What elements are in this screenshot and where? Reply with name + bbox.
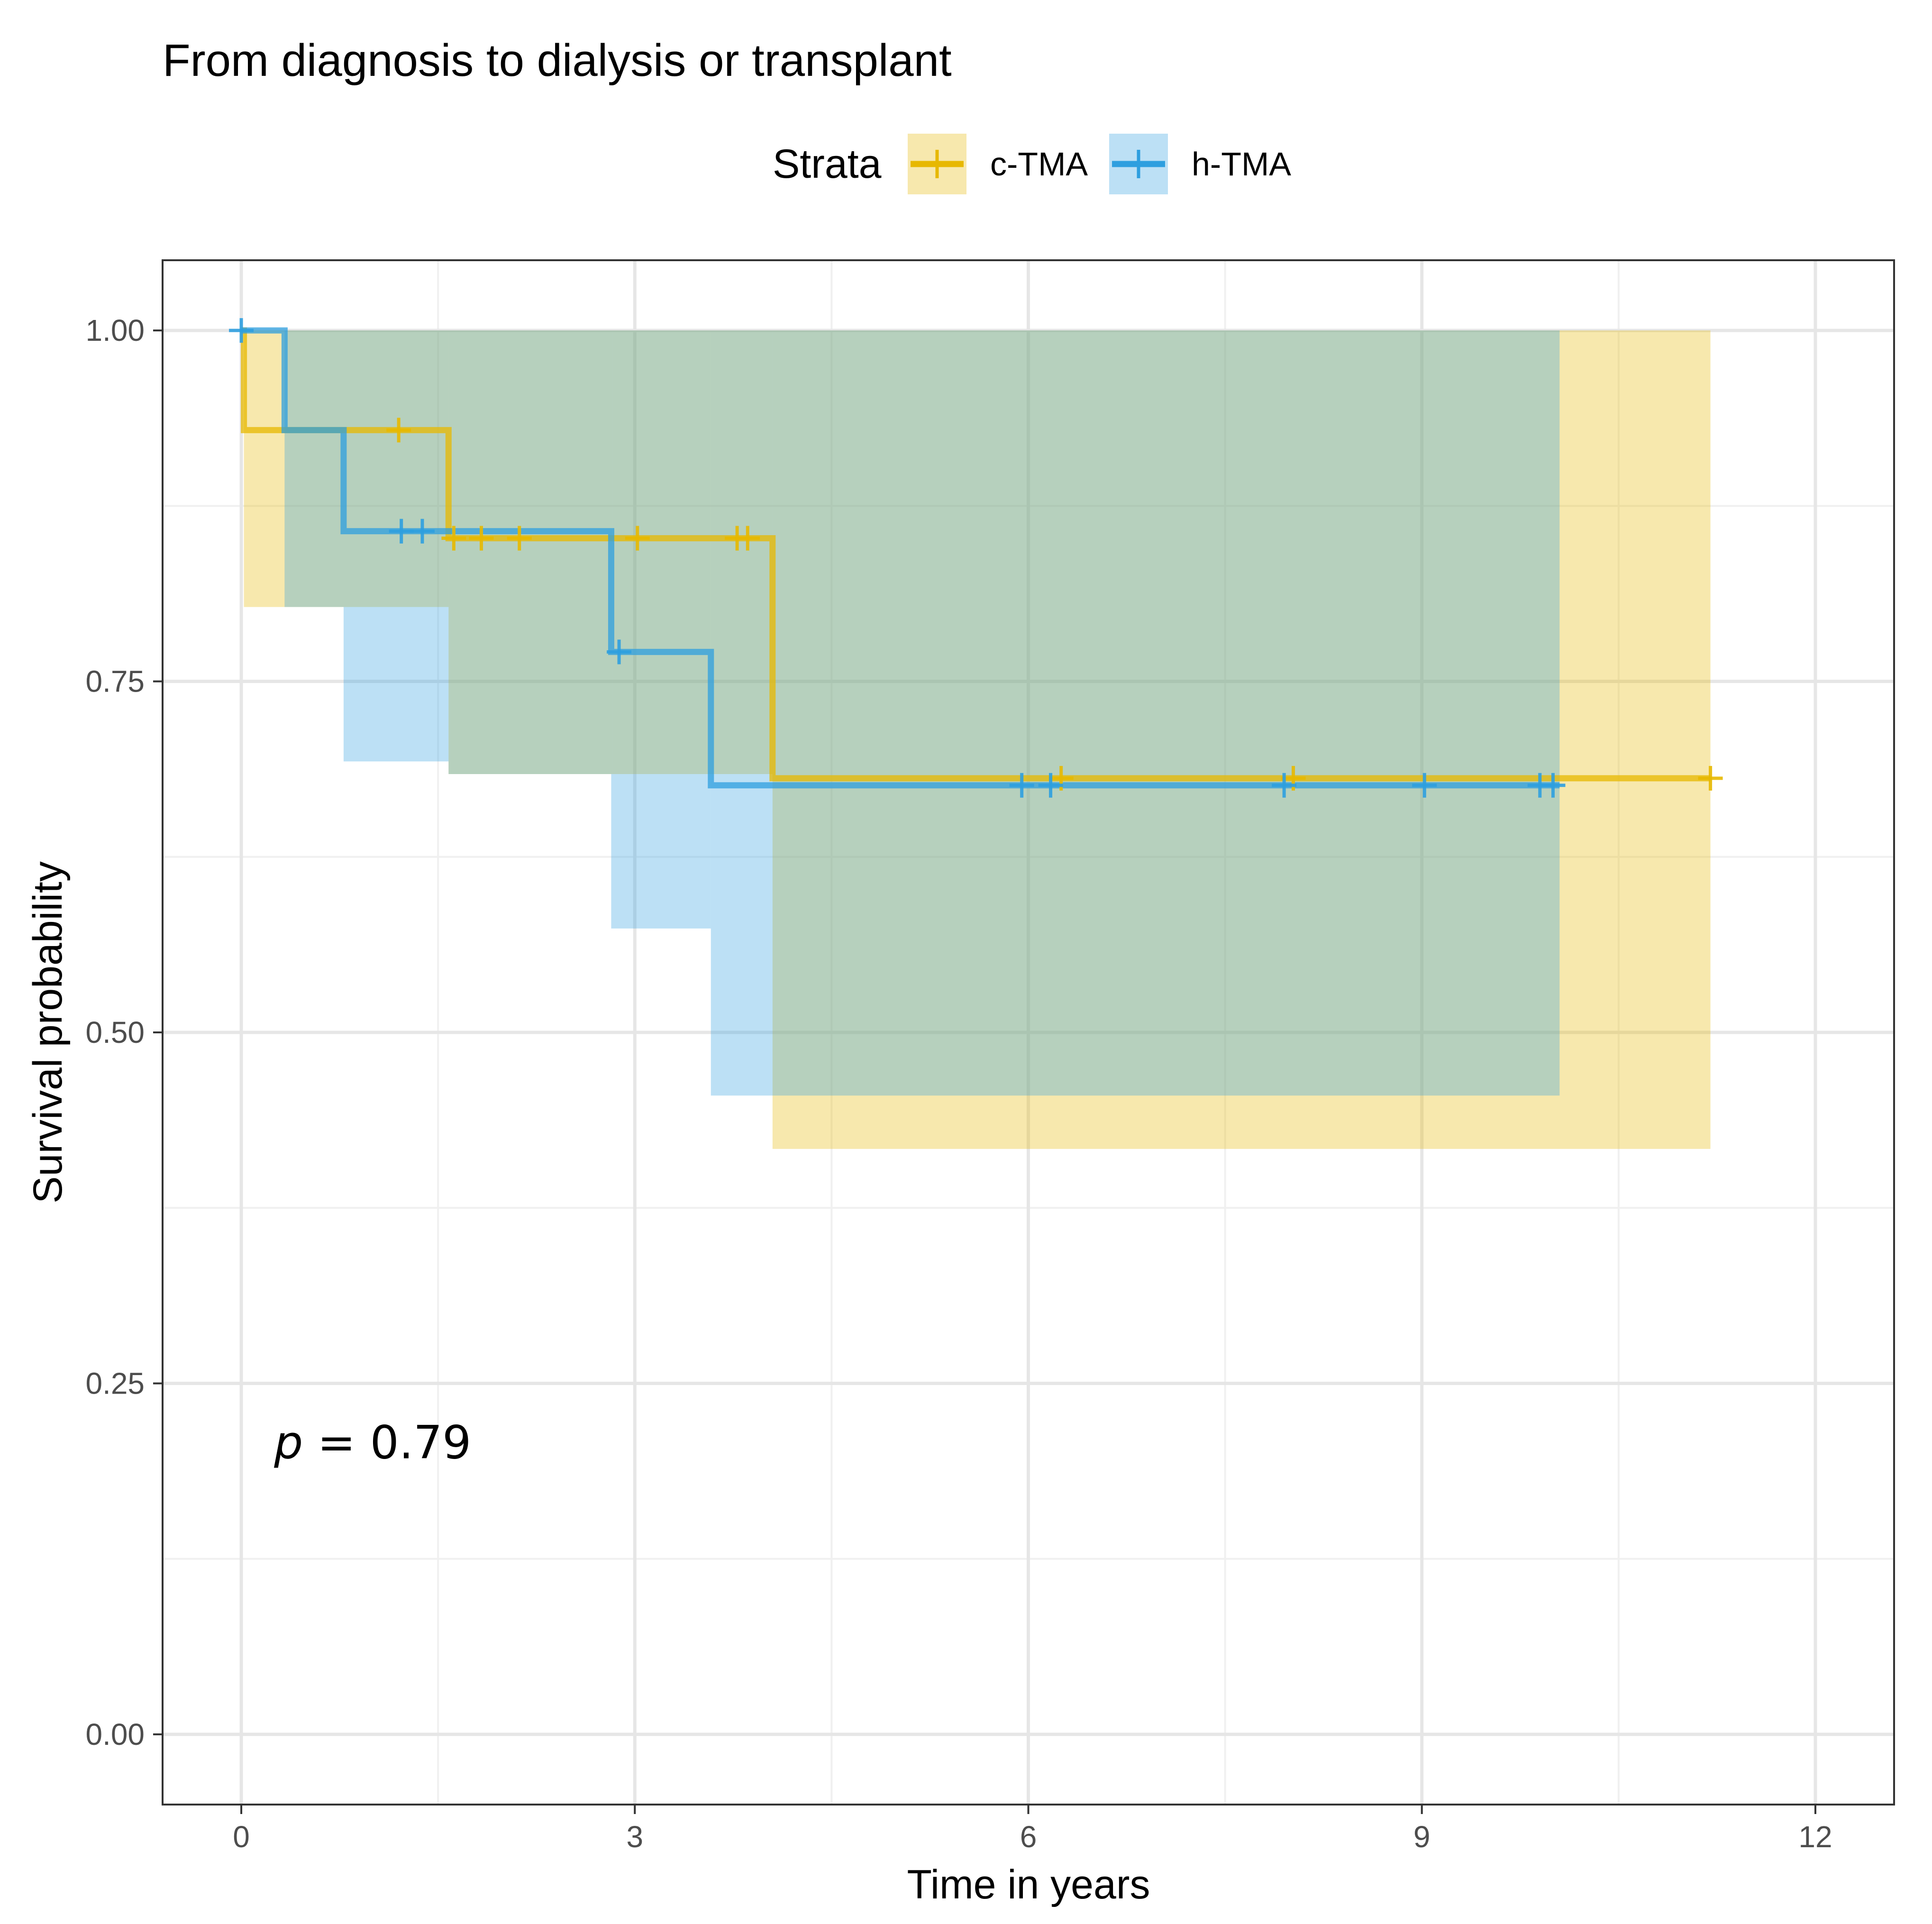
censor-mark-h-TMA bbox=[1540, 773, 1566, 798]
survival-curve-c-TMA bbox=[241, 327, 1711, 782]
x-tick-label: 3 bbox=[626, 1820, 643, 1854]
survival-curve-h-TMA bbox=[241, 327, 1560, 789]
censor-mark-h-TMA bbox=[1412, 773, 1437, 798]
censor-mark-c-TMA bbox=[386, 418, 411, 443]
ci-band-h-TMA bbox=[284, 330, 344, 607]
censor-mark-h-TMA bbox=[229, 318, 254, 343]
legend: Strata c-TMA h-TMA bbox=[773, 134, 1291, 194]
chart-title: From diagnosis to dialysis or transplant bbox=[163, 35, 952, 86]
x-tick-label: 9 bbox=[1413, 1820, 1431, 1854]
x-tick-label: 0 bbox=[233, 1820, 250, 1854]
censor-mark-h-TMA bbox=[1038, 773, 1063, 798]
ci-band-h-TMA bbox=[711, 330, 1560, 1096]
p-value-symbol: p bbox=[273, 1416, 303, 1469]
y-tick-label: 0.00 bbox=[85, 1717, 145, 1751]
legend-label-h-TMA: h-TMA bbox=[1192, 146, 1291, 182]
censor-mark-h-TMA bbox=[389, 519, 414, 544]
y-tick-label: 1.00 bbox=[85, 313, 145, 347]
p-value-annotation: p = 0.79 bbox=[273, 1416, 471, 1469]
censor-mark-c-TMA bbox=[625, 526, 650, 551]
x-tick-label: 6 bbox=[1020, 1820, 1037, 1854]
ci-band-h-TMA bbox=[611, 330, 711, 929]
ci-band-h-TMA bbox=[343, 330, 449, 762]
censor-mark-c-TMA bbox=[1698, 766, 1723, 791]
x-tick-label: 12 bbox=[1798, 1820, 1832, 1854]
legend-item-h-TMA: h-TMA bbox=[1109, 134, 1291, 194]
y-axis-title: Survival probability bbox=[25, 861, 71, 1204]
p-value-text: = 0.79 bbox=[303, 1416, 471, 1469]
censor-mark-h-TMA bbox=[1272, 773, 1297, 798]
legend-label-c-TMA: c-TMA bbox=[990, 146, 1088, 182]
ci-band-c-TMA bbox=[772, 330, 1711, 1149]
y-tick-label: 0.50 bbox=[85, 1015, 145, 1049]
legend-title: Strata bbox=[773, 141, 882, 187]
ci-band-c-TMA bbox=[612, 330, 773, 775]
censor-mark-h-TMA bbox=[607, 639, 632, 665]
y-tick-label: 0.25 bbox=[85, 1366, 145, 1400]
censor-mark-h-TMA bbox=[1009, 773, 1034, 798]
censor-mark-c-TMA bbox=[441, 526, 466, 551]
ci-band-h-TMA bbox=[448, 330, 611, 775]
y-tick-label: 0.75 bbox=[85, 665, 145, 699]
ci-band-c-TMA bbox=[448, 330, 613, 775]
censor-mark-c-TMA bbox=[507, 526, 532, 551]
censor-mark-h-TMA bbox=[410, 519, 435, 544]
censor-mark-c-TMA bbox=[469, 526, 494, 551]
censor-mark-c-TMA bbox=[735, 526, 760, 551]
legend-item-c-TMA: c-TMA bbox=[908, 134, 1088, 194]
x-axis-title: Time in years bbox=[907, 1862, 1150, 1907]
